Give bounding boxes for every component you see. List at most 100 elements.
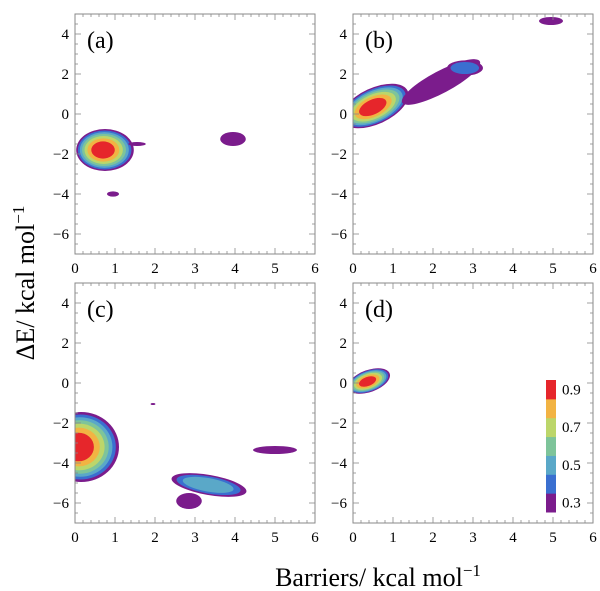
panel-label: (a): [87, 28, 114, 54]
x-axis-label-text: Barriers/ kcal mol: [275, 563, 463, 591]
x-tick-label: 0: [71, 261, 79, 277]
y-tick-label: 4: [340, 296, 348, 312]
y-tick-label: −6: [53, 496, 69, 512]
contour-blob: [253, 446, 297, 454]
contour-level-0.3: [220, 132, 246, 146]
x-tick-label: 6: [311, 261, 319, 277]
y-tick-label: 0: [62, 376, 70, 392]
x-tick-label: 4: [231, 530, 239, 546]
x-tick-label: 0: [71, 530, 79, 546]
x-tick-label: 0: [349, 530, 357, 546]
ticks: [74, 13, 315, 255]
x-tick-label: 2: [151, 530, 159, 546]
colorbar-legend: 0.9 0.7 0.5 0.3: [546, 380, 581, 513]
contour-regions: [353, 17, 563, 129]
contour-level-0.3: [539, 17, 563, 25]
y-tick-label: −2: [331, 147, 347, 163]
y-axis-label-text: ΔE/ kcal mol: [11, 224, 40, 361]
colorbar-swatch: [546, 474, 556, 494]
panel-label: (d): [365, 297, 393, 323]
contour-level-0.4: [450, 61, 480, 75]
y-tick-label: 0: [340, 107, 348, 123]
colorbar-label: 0.9: [562, 382, 581, 398]
contour-blob: [76, 129, 134, 171]
y-tick-label: −4: [331, 456, 347, 472]
y-tick-label: −2: [53, 416, 69, 432]
y-tick-label: 2: [340, 336, 348, 352]
y-tick-label: 2: [62, 67, 70, 83]
contour-level-0.3: [107, 191, 119, 197]
colorbar-swatch: [546, 417, 556, 438]
y-tick-label: −4: [53, 187, 69, 203]
x-tick-label: 6: [589, 261, 597, 277]
contour-blob: [539, 17, 563, 25]
contour-regions: [353, 368, 391, 394]
contour-blob: [107, 191, 119, 197]
x-tick-label: 2: [151, 261, 159, 277]
panel-c: 0 1 2 3 4 5 6 4 2 0 −2 −4 −6 (c): [53, 282, 319, 546]
x-tick-label: 3: [191, 530, 199, 546]
x-tick-label: 5: [271, 261, 279, 277]
contour-level-0.3: [176, 493, 202, 509]
x-tick-label: 4: [509, 261, 517, 277]
y-tick-label: −6: [331, 496, 347, 512]
y-tick-label: 4: [62, 27, 70, 43]
colorbar-swatch: [546, 380, 556, 400]
y-tick-label: −4: [53, 456, 69, 472]
contour-blob: [353, 83, 409, 129]
contour-level-0.5: [182, 476, 234, 493]
colorbar-swatch: [546, 398, 556, 419]
x-tick-label: 5: [549, 530, 557, 546]
x-tick-label: 2: [429, 530, 437, 546]
contour-level-0.9: [75, 432, 94, 462]
x-axis-label: Barriers/ kcal mol−1: [275, 561, 481, 591]
x-tick-label: 1: [389, 530, 397, 546]
panels-layer: 0 1 2 3 4 5 6 4 2 0 −2 −4 −6 (a) 0 1 2 3 4 5 6 4 2 0 −2 −4 −6 (b) 0 1…: [53, 13, 597, 546]
y-tick-label: 0: [340, 376, 348, 392]
contour-level-0.3: [128, 142, 146, 146]
contour-blob: [171, 473, 247, 497]
contour-level-0.9: [359, 376, 377, 387]
contour-blob: [220, 132, 246, 146]
contour-blob: [401, 59, 481, 105]
colorbar-label: 0.7: [562, 420, 581, 436]
x-tick-label: 4: [231, 261, 239, 277]
x-tick-label: 1: [389, 261, 397, 277]
y-tick-label: 2: [340, 67, 348, 83]
panel-label: (c): [87, 297, 114, 323]
contour-blob: [176, 493, 202, 509]
colorbar-swatch: [546, 493, 556, 513]
colorbar-swatch: [546, 436, 556, 456]
contour-level-0.3: [253, 446, 297, 454]
y-tick-label: 0: [62, 107, 70, 123]
y-tick-label: −6: [331, 227, 347, 243]
y-tick-label: 2: [62, 336, 70, 352]
panel-b: 0 1 2 3 4 5 6 4 2 0 −2 −4 −6 (b): [331, 13, 597, 277]
x-tick-label: 5: [271, 530, 279, 546]
colorbar-swatch: [546, 455, 556, 475]
x-tick-label: 5: [549, 261, 557, 277]
panel-a: 0 1 2 3 4 5 6 4 2 0 −2 −4 −6 (a): [53, 13, 319, 277]
x-tick-label: 6: [589, 530, 597, 546]
panel-d: 0 1 2 3 4 5 6 4 2 0 −2 −4 −6 (d): [331, 282, 597, 546]
contour-regions: [75, 403, 297, 509]
ticks: [74, 282, 315, 524]
y-tick-label: −2: [331, 416, 347, 432]
ticks: [352, 282, 593, 524]
contour-level-0.3: [150, 403, 156, 405]
x-tick-label: 1: [111, 530, 119, 546]
y-axis-label-exponent: −1: [9, 206, 28, 224]
x-axis-label-exponent: −1: [463, 561, 481, 580]
contour-blob: [150, 403, 156, 405]
contour-level-0.9: [359, 97, 387, 117]
contour-blob: [128, 142, 146, 146]
y-tick-label: −2: [53, 147, 69, 163]
y-tick-label: −4: [331, 187, 347, 203]
contour-regions: [76, 129, 246, 197]
y-axis-label: ΔE/ kcal mol−1: [9, 206, 40, 361]
colorbar-label: 0.5: [562, 458, 581, 474]
panel-label: (b): [365, 28, 393, 54]
contour-level-0.3: [401, 59, 481, 105]
x-tick-label: 1: [111, 261, 119, 277]
